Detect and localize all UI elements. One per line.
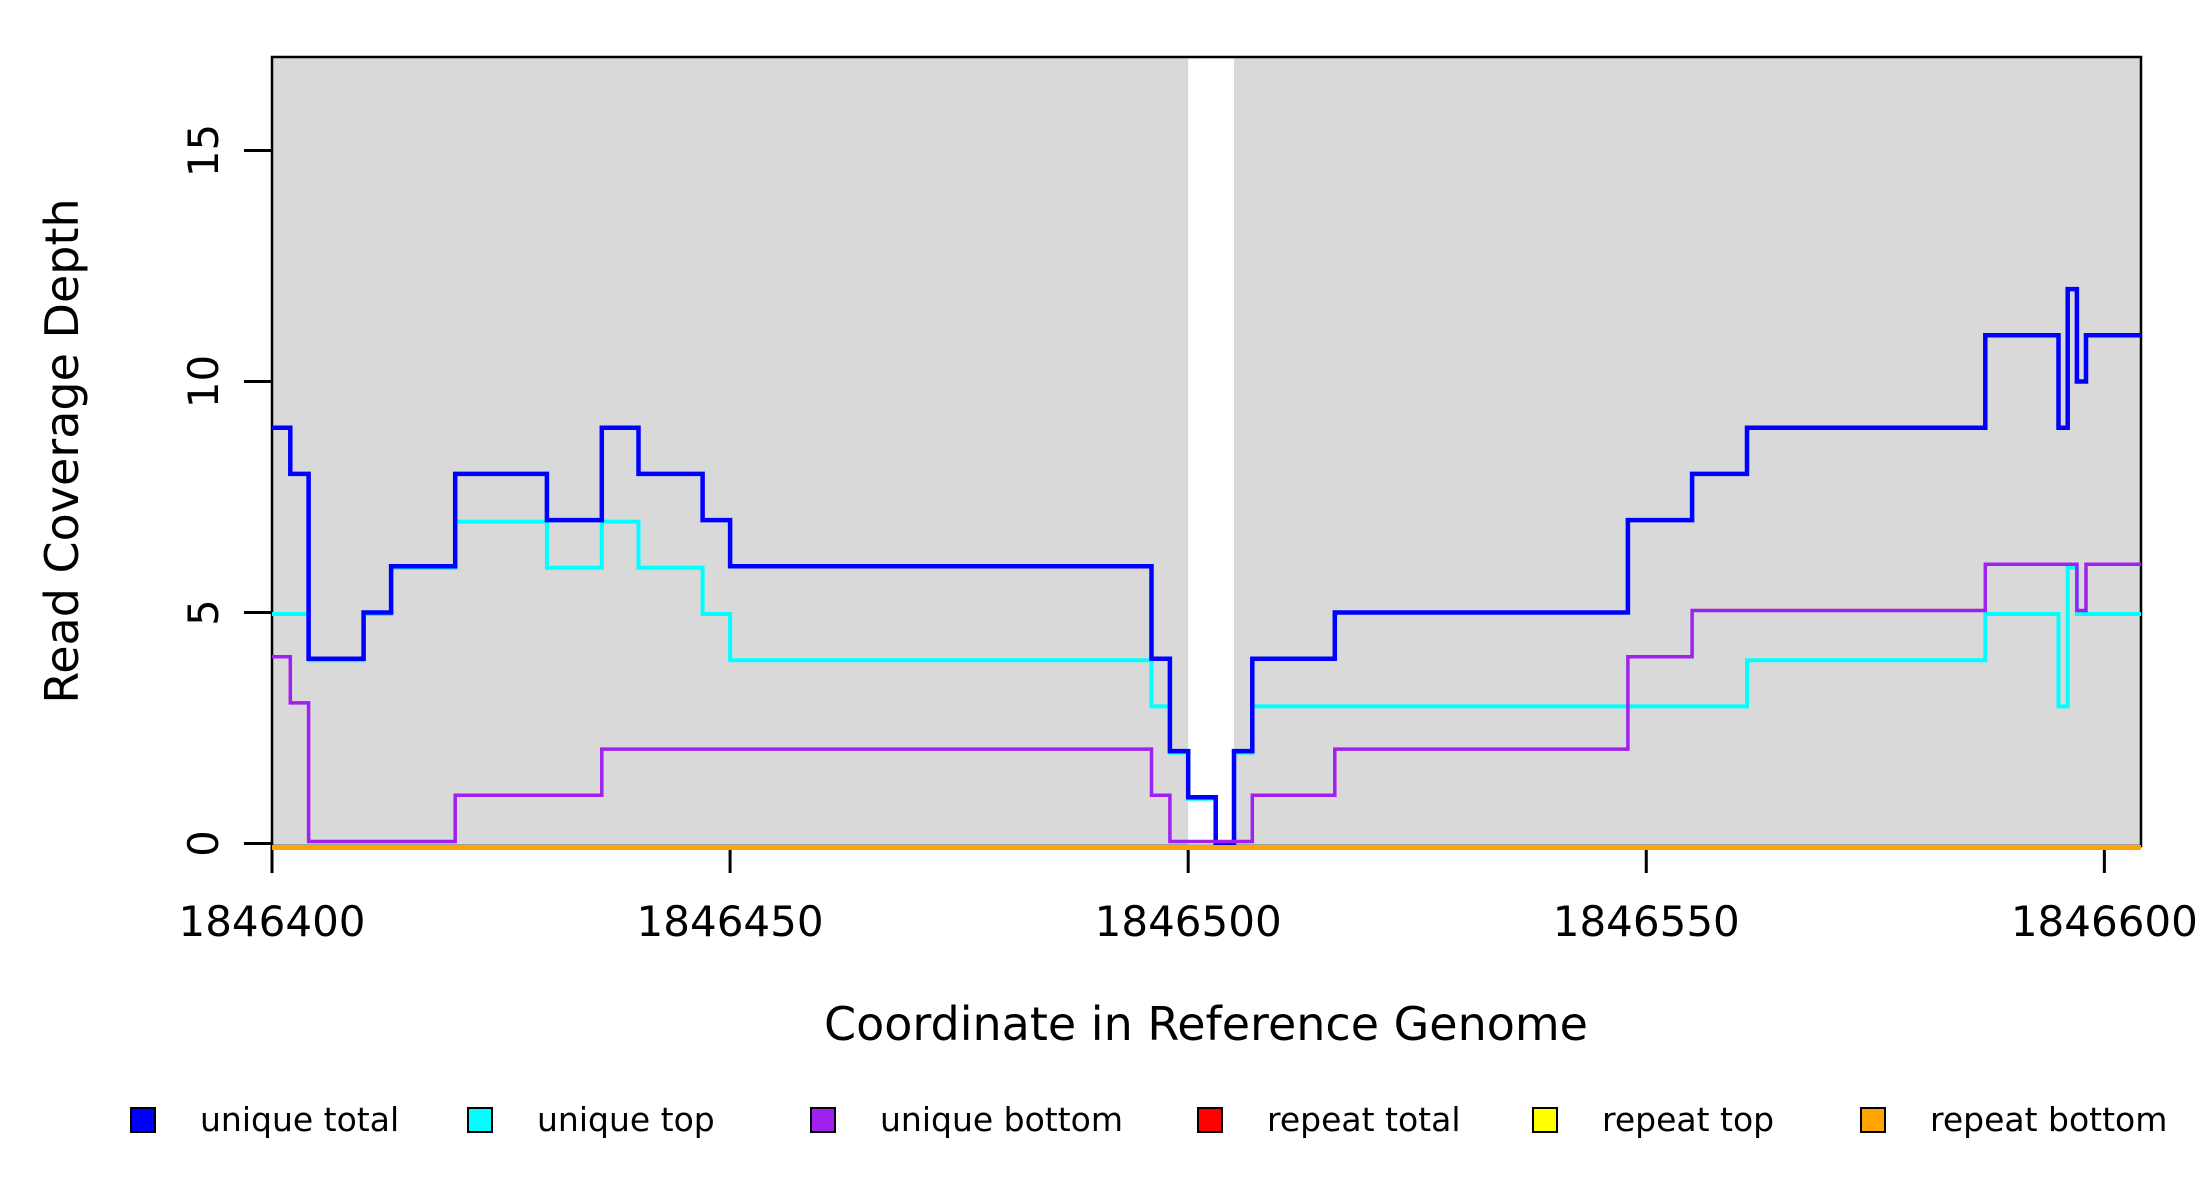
legend-label: unique bottom — [880, 1100, 1124, 1139]
legend-label: repeat top — [1602, 1100, 1775, 1139]
legend-label: repeat bottom — [1930, 1100, 2168, 1139]
legend-swatch-icon — [1197, 1106, 1223, 1133]
legend-label: repeat total — [1267, 1100, 1461, 1139]
gap-highlight-band — [1188, 58, 1234, 845]
gap-highlight-band-layer — [1188, 58, 1234, 845]
legend-item-repeat-top: repeat top — [1532, 1100, 1774, 1139]
y-axis-tick-label: 10 — [179, 355, 228, 408]
axis-ticks-layer — [244, 149, 2106, 873]
legend-swatch-icon — [130, 1106, 156, 1133]
x-axis-tick-label: 1846550 — [1553, 897, 1740, 946]
x-axis-title: Coordinate in Reference Genome — [824, 997, 1588, 1051]
x-axis-tick-label: 1846400 — [178, 897, 365, 946]
y-axis-tick-label: 0 — [179, 830, 228, 857]
legend-item-unique-bottom: unique bottom — [810, 1100, 1123, 1139]
x-axis-tick-label: 1846600 — [2011, 897, 2198, 946]
series-line-unique-bottom — [272, 562, 2141, 844]
legend-swatch-icon — [810, 1106, 836, 1133]
y-axis-tick-label: 15 — [179, 124, 228, 177]
axis-tick-labels-layer: 1846400 1846450 1846500 1846550 1846600 0 5 10 1… — [178, 124, 2197, 946]
legend: unique total unique top unique bottom repea… — [0, 1100, 2200, 1164]
y-axis-title: Read Coverage Depth — [35, 198, 89, 703]
legend-label: unique total — [200, 1100, 400, 1139]
legend-swatch-icon — [1860, 1106, 1886, 1133]
legend-item-repeat-bottom: repeat bottom — [1860, 1100, 2167, 1139]
legend-item-unique-total: unique total — [130, 1100, 399, 1139]
legend-item-repeat-total: repeat total — [1197, 1100, 1461, 1139]
series-lines-layer — [272, 286, 2141, 850]
legend-swatch-icon — [467, 1106, 493, 1133]
legend-swatch-icon — [1532, 1106, 1558, 1133]
legend-item-unique-top: unique top — [467, 1100, 715, 1139]
x-axis-tick-label: 1846450 — [637, 897, 824, 946]
x-axis-tick-label: 1846500 — [1095, 897, 1282, 946]
y-axis-tick-label: 5 — [179, 599, 228, 626]
series-line-unique-total — [272, 286, 2141, 846]
legend-label: unique top — [537, 1100, 715, 1139]
